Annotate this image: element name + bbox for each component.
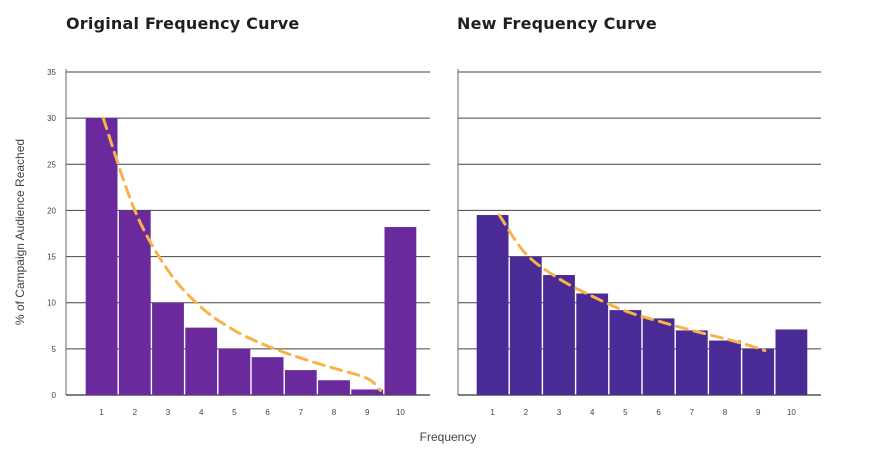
y-tick-label-5: 5: [52, 345, 57, 354]
left-x-tick-label-1: 1: [99, 408, 104, 417]
right-trend-line: [497, 213, 767, 353]
right-x-tick-label-8: 8: [723, 408, 728, 417]
right-x-tick-label-10: 10: [787, 408, 796, 417]
right-bar-2: [509, 256, 542, 395]
right-bar-10: [775, 329, 808, 395]
right-chart-title: New Frequency Curve: [457, 14, 657, 33]
right-bar-9: [742, 348, 775, 395]
left-x-tick-label-5: 5: [232, 408, 237, 417]
left-trend-line: [101, 116, 382, 392]
right-x-tick-label-7: 7: [690, 408, 695, 417]
right-bar-8: [709, 340, 741, 395]
right-bar-1: [476, 215, 509, 395]
left-chart-title: Original Frequency Curve: [66, 14, 300, 33]
right-bar-4: [576, 293, 609, 395]
y-tick-label-35: 35: [47, 68, 56, 77]
left-bar-1: [85, 118, 118, 396]
y-tick-label-10: 10: [47, 299, 56, 308]
y-tick-label-15: 15: [47, 253, 56, 262]
right-bar-5: [609, 310, 642, 395]
left-bar-3: [152, 302, 184, 395]
left-x-tick-label-2: 2: [133, 408, 138, 417]
left-bar-8: [318, 380, 350, 395]
left-x-tick-label-6: 6: [265, 408, 270, 417]
right-x-tick-label-4: 4: [590, 408, 595, 417]
left-x-tick-label-7: 7: [299, 408, 304, 417]
left-x-tick-label-8: 8: [332, 408, 337, 417]
right-bar-7: [675, 330, 708, 395]
left-x-tick-label-9: 9: [365, 408, 370, 417]
right-bar-3: [543, 275, 575, 395]
left-x-tick-label-3: 3: [166, 408, 171, 417]
left-bar-2: [118, 210, 151, 395]
right-x-tick-label-9: 9: [756, 408, 761, 417]
left-bar-6: [251, 357, 284, 395]
right-bar-6: [642, 318, 675, 395]
left-bar-7: [284, 370, 317, 395]
y-tick-label-30: 30: [47, 114, 56, 123]
x-axis-label: Frequency: [419, 430, 477, 444]
left-bar-9: [351, 389, 384, 395]
right-x-tick-label-5: 5: [623, 408, 628, 417]
left-bar-5: [218, 348, 251, 395]
right-x-tick-label-2: 2: [524, 408, 529, 417]
left-bar-4: [185, 327, 218, 395]
right-x-tick-label-3: 3: [557, 408, 562, 417]
y-tick-label-20: 20: [47, 206, 56, 215]
y-tick-label-25: 25: [47, 160, 56, 169]
left-bar-10: [384, 227, 417, 395]
right-x-tick-label-1: 1: [490, 408, 495, 417]
left-x-tick-label-4: 4: [199, 408, 204, 417]
right-x-tick-label-6: 6: [656, 408, 661, 417]
left-x-tick-label-10: 10: [396, 408, 405, 417]
y-tick-label-0: 0: [52, 391, 57, 400]
